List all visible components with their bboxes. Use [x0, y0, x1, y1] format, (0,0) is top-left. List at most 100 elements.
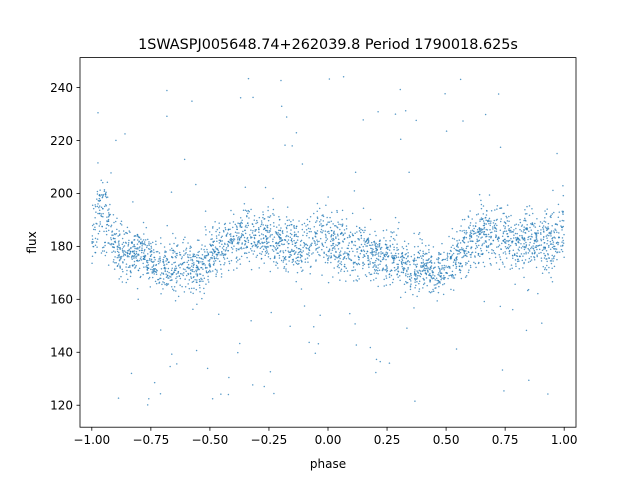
data-point: [417, 251, 420, 253]
data-point: [362, 262, 364, 265]
data-point: [263, 262, 265, 264]
data-point: [191, 270, 194, 272]
data-point: [553, 231, 556, 234]
data-point: [406, 269, 408, 272]
data-point: [394, 269, 396, 272]
data-point: [230, 259, 233, 262]
data-point: [465, 233, 467, 235]
data-point: [327, 196, 329, 198]
data-point: [198, 278, 201, 281]
data-point: [169, 243, 171, 245]
data-point: [527, 252, 530, 254]
data-point: [203, 287, 205, 290]
data-point: [241, 226, 243, 228]
data-point: [511, 240, 514, 242]
data-point: [333, 267, 335, 269]
data-point: [397, 271, 400, 273]
data-point: [335, 255, 337, 258]
data-point: [149, 251, 152, 253]
data-point: [119, 248, 121, 250]
data-point: [483, 228, 485, 230]
data-point: [212, 249, 215, 251]
data-point: [348, 250, 351, 253]
data-point: [126, 269, 128, 272]
data-point: [500, 218, 502, 220]
data-point: [443, 268, 445, 271]
data-point: [180, 263, 183, 266]
data-point: [269, 236, 271, 238]
data-point: [150, 268, 152, 271]
data-point: [523, 243, 525, 245]
data-point: [416, 263, 418, 266]
data-point: [455, 262, 457, 264]
data-point: [383, 253, 385, 256]
data-point: [259, 225, 262, 228]
data-point: [223, 263, 225, 266]
data-point: [405, 280, 407, 283]
data-point: [125, 266, 127, 268]
data-point: [275, 241, 278, 244]
data-point: [213, 250, 215, 253]
data-point: [174, 299, 177, 302]
data-point: [534, 226, 537, 228]
data-point: [131, 258, 133, 261]
data-point: [379, 239, 381, 241]
data-point: [561, 210, 563, 212]
data-point: [503, 212, 505, 215]
data-point: [147, 248, 150, 250]
data-point: [362, 264, 364, 267]
data-point: [510, 226, 512, 229]
data-point: [196, 256, 198, 259]
data-point: [475, 222, 477, 224]
data-point: [134, 247, 136, 250]
data-point: [224, 262, 226, 264]
chart-title: 1SWASPJ005648.74+262039.8 Period 1790018…: [138, 37, 518, 53]
data-point: [260, 257, 263, 260]
data-point: [247, 239, 250, 242]
data-point: [496, 208, 498, 210]
data-point: [554, 223, 557, 225]
data-point: [377, 285, 379, 288]
data-point: [312, 252, 314, 254]
data-point: [287, 250, 290, 252]
data-point: [101, 250, 104, 252]
data-point: [465, 250, 467, 252]
data-point: [441, 265, 443, 267]
data-point: [166, 270, 169, 273]
data-point: [103, 205, 106, 208]
data-point: [214, 220, 216, 223]
data-point: [362, 207, 365, 210]
data-point: [271, 233, 273, 236]
data-point: [554, 248, 557, 250]
data-point: [478, 232, 481, 235]
data-point: [562, 239, 564, 242]
data-point: [369, 252, 372, 254]
data-point: [483, 222, 485, 224]
data-point: [325, 239, 327, 242]
data-point: [398, 259, 401, 262]
data-point: [357, 256, 360, 258]
data-point: [477, 254, 480, 256]
data-point: [428, 257, 430, 260]
data-point: [481, 229, 483, 231]
data-point: [135, 255, 138, 257]
data-point: [374, 261, 376, 264]
data-point: [237, 237, 239, 239]
data-point: [282, 243, 284, 246]
data-point: [543, 268, 546, 271]
data-point: [498, 254, 501, 256]
data-point: [387, 246, 389, 249]
data-point: [235, 257, 238, 260]
data-point: [516, 255, 519, 257]
data-point: [327, 281, 330, 284]
data-point: [389, 283, 391, 286]
data-point: [189, 254, 191, 256]
data-point: [239, 224, 241, 227]
data-point: [290, 229, 292, 231]
data-point: [402, 256, 405, 259]
data-point: [105, 233, 108, 236]
data-point: [346, 236, 349, 239]
data-point: [216, 269, 218, 271]
data-point: [511, 241, 513, 244]
data-point: [375, 265, 377, 267]
